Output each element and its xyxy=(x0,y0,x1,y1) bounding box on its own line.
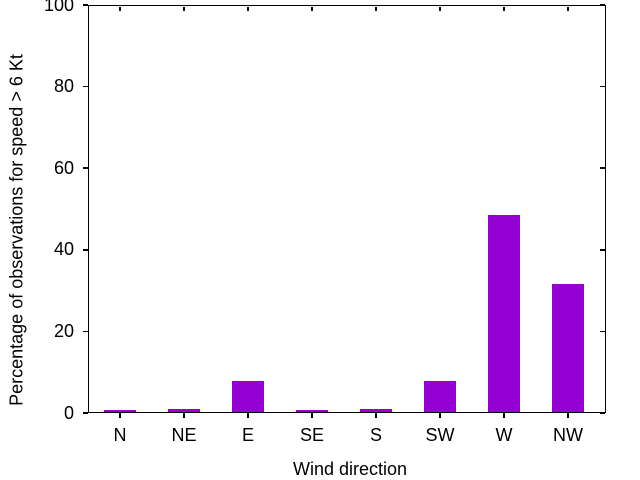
x-tick-bottom xyxy=(439,413,441,418)
x-tick-top xyxy=(311,6,313,11)
bar-sw xyxy=(424,381,456,413)
bar-e xyxy=(232,381,264,413)
y-tick-right xyxy=(599,85,605,88)
x-tick-label: NW xyxy=(553,425,583,445)
y-tick-label: 100 xyxy=(43,0,74,15)
bar-ne xyxy=(168,408,200,413)
y-tick-left xyxy=(83,85,88,88)
x-tick-bottom xyxy=(567,413,569,418)
x-tick-top xyxy=(503,6,505,11)
y-tick-label: 0 xyxy=(63,402,74,423)
y-tick-right xyxy=(599,4,605,6)
x-tick-bottom xyxy=(247,413,249,418)
x-tick-label: S xyxy=(369,425,383,445)
y-tick-right xyxy=(599,249,605,251)
y-tick-left xyxy=(83,4,88,6)
bar-nw xyxy=(552,284,584,413)
y-axis-title: Percentage of observations for speed > 6… xyxy=(6,54,27,406)
x-tick-label: NE xyxy=(171,425,197,445)
y-tick-right xyxy=(599,167,605,169)
x-tick-bottom xyxy=(119,413,121,418)
x-tick-label: E xyxy=(241,425,255,445)
x-tick-top xyxy=(247,6,249,11)
plot-area xyxy=(88,5,606,413)
y-tick-label: 80 xyxy=(53,76,74,97)
x-tick-label: W xyxy=(495,425,513,445)
bar-n xyxy=(104,410,136,413)
y-tick-left xyxy=(83,412,88,414)
x-tick-bottom xyxy=(503,413,505,418)
y-tick-label: 20 xyxy=(53,320,74,341)
bar-w xyxy=(488,215,520,413)
y-tick-left xyxy=(83,167,88,169)
x-tick-bottom xyxy=(183,413,185,418)
y-tick-right xyxy=(599,412,605,414)
x-tick-label: N xyxy=(113,425,127,445)
y-tick-left xyxy=(83,330,88,333)
x-tick-bottom xyxy=(375,413,377,418)
x-tick-top xyxy=(375,6,377,11)
x-tick-top xyxy=(183,6,185,11)
x-tick-top xyxy=(439,6,441,11)
bar-se xyxy=(296,410,328,413)
y-tick-label: 40 xyxy=(53,239,74,260)
bar-s xyxy=(360,408,392,413)
y-tick-left xyxy=(83,249,88,251)
x-tick-top xyxy=(119,6,121,11)
y-tick-label: 60 xyxy=(53,157,74,178)
y-tick-right xyxy=(599,330,605,333)
x-tick-top xyxy=(567,6,569,11)
x-axis-title: Wind direction xyxy=(292,459,408,479)
x-tick-bottom xyxy=(311,413,313,418)
x-tick-label: SE xyxy=(299,425,325,445)
x-tick-label: SW xyxy=(425,425,455,445)
